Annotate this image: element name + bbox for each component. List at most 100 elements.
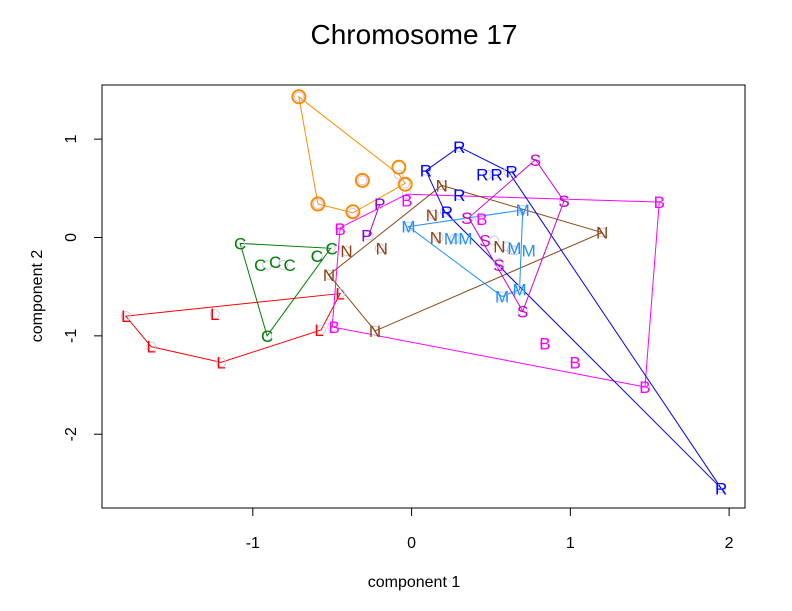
hull-O (298, 95, 406, 214)
x-tick-label: 2 (725, 535, 734, 552)
point-label-N: N (493, 237, 505, 256)
hull-P (368, 203, 381, 236)
point-marker (357, 175, 368, 186)
point-label-O (391, 159, 407, 175)
point-marker (316, 324, 327, 335)
point-marker (639, 382, 650, 393)
point-marker (209, 309, 220, 320)
point-marker (324, 269, 335, 280)
point-label-N: N (596, 224, 608, 243)
point-marker (400, 178, 411, 189)
point-marker (341, 246, 352, 257)
point-label-O (310, 196, 326, 212)
point-marker (433, 232, 444, 243)
point-label-C: C (254, 256, 266, 275)
point-marker (335, 222, 346, 233)
point-marker (597, 227, 608, 238)
point-label-B: B (539, 335, 550, 354)
point-label-C: C (234, 234, 246, 253)
point-label-M: M (516, 201, 530, 220)
point-marker (503, 166, 514, 177)
y-tick-label: 1 (63, 135, 80, 144)
point-marker (539, 338, 550, 349)
point-label-L: L (146, 338, 155, 357)
point-label-B: B (654, 193, 665, 212)
point-marker (374, 243, 385, 254)
point-label-R: R (715, 479, 727, 498)
point-label-O (354, 172, 370, 188)
hull-L (124, 292, 342, 363)
hull-M (407, 209, 524, 298)
hull-C (239, 242, 332, 337)
hull-S (468, 159, 565, 313)
y-tick-label: -1 (63, 329, 80, 343)
point-label-N: N (436, 176, 448, 195)
point-label-L: L (121, 307, 130, 326)
point-label-L: L (210, 305, 219, 324)
point-label-R: R (476, 166, 488, 185)
y-tick-label: 0 (63, 233, 80, 242)
point-label-S: S (517, 302, 528, 321)
point-marker (559, 196, 570, 207)
point-marker (454, 190, 465, 201)
plot-frame (101, 84, 746, 509)
point-marker (216, 357, 227, 368)
point-label-C: C (283, 256, 295, 275)
x-tick-label: 1 (566, 535, 575, 552)
point-marker (325, 243, 336, 254)
point-label-P: P (361, 227, 372, 246)
x-tick-label: -1 (246, 535, 260, 552)
point-marker (335, 288, 346, 299)
point-marker (403, 221, 414, 232)
point-label-C: C (326, 239, 338, 258)
point-label-C: C (261, 327, 273, 346)
point-marker (436, 180, 447, 191)
point-label-L: L (216, 353, 225, 372)
point-label-B: B (569, 353, 580, 372)
point-label-P: P (374, 195, 385, 214)
point-label-B: B (476, 210, 487, 229)
point-marker (454, 141, 465, 152)
point-label-S: S (530, 151, 541, 170)
point-label-L: L (314, 321, 323, 340)
point-marker (489, 235, 500, 246)
point-marker (463, 212, 474, 223)
point-marker (514, 284, 525, 295)
point-label-B: B (401, 192, 412, 211)
x-tick-label: 0 (407, 535, 416, 552)
point-label-M: M (507, 239, 521, 258)
point-marker (716, 483, 727, 494)
point-label-S: S (493, 256, 504, 275)
point-label-N: N (430, 228, 442, 247)
point-marker (327, 321, 338, 332)
point-label-M: M (444, 229, 458, 248)
point-label-R: R (490, 166, 502, 185)
point-label-N: N (426, 206, 438, 225)
point-marker (277, 260, 288, 271)
point-label-M: M (458, 229, 472, 248)
point-label-R: R (420, 162, 432, 181)
point-marker (517, 204, 528, 215)
point-label-N: N (376, 239, 388, 258)
point-label-M: M (401, 218, 415, 237)
point-label-B: B (334, 220, 345, 239)
point-marker (428, 209, 439, 220)
point-marker (530, 154, 541, 165)
point-label-R: R (453, 138, 465, 157)
point-label-N: N (340, 242, 352, 261)
point-label-O (397, 176, 413, 192)
point-marker (370, 325, 381, 336)
point-label-C: C (311, 247, 323, 266)
point-marker (497, 291, 508, 302)
hull-layer (124, 95, 722, 489)
point-marker (374, 199, 385, 210)
hull-B (331, 193, 660, 388)
point-label-S: S (558, 192, 569, 211)
point-label-R: R (453, 186, 465, 205)
point-marker (493, 258, 504, 269)
point-marker (506, 245, 517, 256)
point-label-M: M (512, 281, 526, 300)
point-marker (454, 233, 465, 244)
point-marker (146, 341, 157, 352)
